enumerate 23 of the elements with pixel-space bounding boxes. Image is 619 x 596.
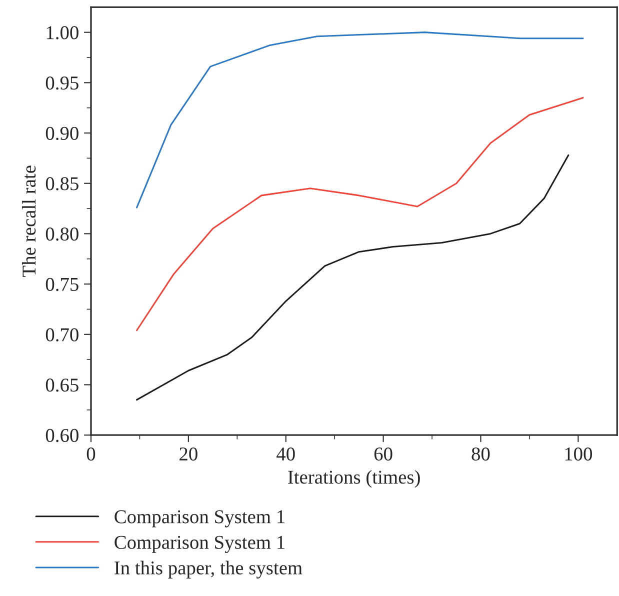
legend-label: In this paper, the system [114,560,302,578]
y-tick-label: 0.85 [46,177,78,190]
y-tick-label: 1.00 [46,26,78,40]
y-tick-label: 0.60 [46,428,78,442]
x-axis-title: Iterations (times) [288,470,420,488]
x-tick-label: 40 [276,447,295,461]
line-series [136,32,584,208]
legend-label: Comparison System 1 [114,536,284,553]
line-series [136,154,570,401]
x-tick-label: 100 [565,447,592,461]
x-tick-label: 80 [472,447,490,461]
y-tick-label: 0.80 [46,228,78,241]
line-series [136,97,584,332]
y-tick-label: 0.90 [46,126,78,140]
y-axis-title: The recall rate [22,166,36,277]
y-tick-label: 0.95 [46,76,78,90]
y-tick-label: 0.65 [46,378,78,392]
x-tick-label: 60 [374,447,392,461]
x-tick-label: 20 [180,447,198,461]
x-tick-label: 0 [86,447,96,461]
y-tick-label: 0.75 [46,278,78,292]
y-tick-label: 0.70 [46,328,78,342]
legend-label: Comparison System 1 [114,510,284,528]
